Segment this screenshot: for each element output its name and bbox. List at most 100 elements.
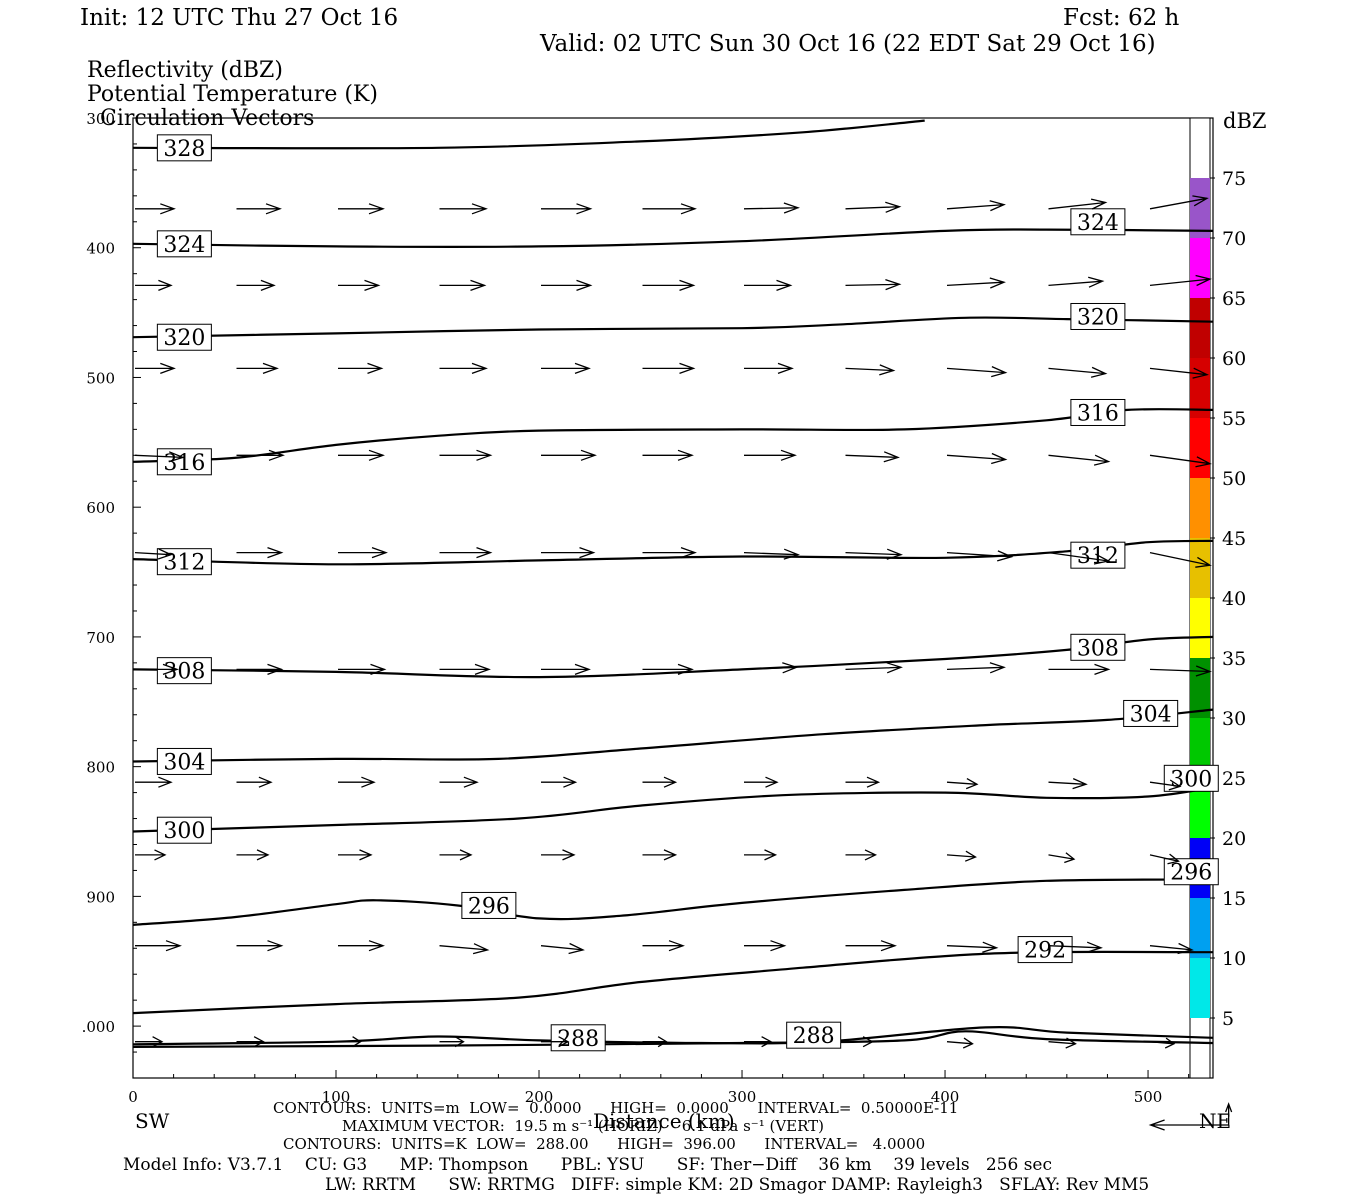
contour-label-box — [156, 747, 212, 775]
wind-vector — [845, 548, 903, 560]
colorbar-label: 45 — [1222, 528, 1246, 550]
wind-vector — [135, 362, 176, 375]
wind-vector — [743, 662, 799, 674]
contour-label-box — [1017, 936, 1073, 964]
field-label-reflectivity: Reflectivity (dBZ) — [87, 58, 283, 83]
wind-vector — [338, 1036, 362, 1048]
contour-label: 316 — [1077, 401, 1119, 426]
wind-vector — [135, 663, 179, 676]
wind-vector — [642, 849, 678, 861]
wind-vector — [439, 203, 488, 215]
reference-vector-vertical-head — [1225, 1102, 1233, 1113]
theta-contour-308 — [132, 635, 1214, 679]
colorbar-label: 50 — [1222, 468, 1246, 490]
wind-vector — [744, 449, 797, 461]
contour-label-box — [156, 134, 212, 162]
colorbar-bin-65 — [1190, 238, 1210, 298]
theta-contour-328 — [132, 119, 925, 150]
contour-label: 328 — [163, 137, 205, 162]
x-tick-label: 400 — [931, 1088, 960, 1106]
wind-vector — [338, 279, 381, 292]
wind-vector — [946, 662, 1006, 674]
colorbar: 75 70 65 60 55 50 45 40 35 30 25 20 15 10 5 — [1189, 117, 1246, 1079]
plot-frame — [132, 117, 1214, 1079]
wind-vector — [744, 362, 794, 375]
theta-contour-324 — [132, 228, 1214, 249]
wind-vector — [1149, 853, 1180, 865]
wind-vector — [1149, 195, 1209, 210]
wind-vector — [946, 277, 1006, 289]
y-tick-label: 900 — [86, 888, 115, 906]
wind-vector — [541, 849, 576, 861]
wind-vector — [236, 449, 285, 461]
colorbar-label: 35 — [1222, 648, 1246, 670]
theta-contour-316 — [132, 408, 1214, 463]
wind-vector — [236, 776, 273, 788]
wind-vector — [236, 362, 279, 375]
contour-label-box — [786, 1021, 842, 1049]
reference-vector — [1148, 1119, 1229, 1131]
contour-label-box — [1123, 699, 1179, 727]
wind-vector — [1048, 663, 1111, 676]
contour-label: 304 — [163, 750, 205, 775]
wind-vector — [744, 849, 778, 861]
contour-label-box — [156, 657, 212, 685]
contour-label: 308 — [1077, 636, 1119, 661]
wind-vector — [642, 449, 694, 461]
contour-label-box — [1070, 208, 1126, 236]
wind-vector — [946, 850, 977, 862]
contour-label: 324 — [1077, 211, 1119, 236]
wind-vector — [743, 202, 800, 214]
wind-vector — [236, 940, 284, 952]
wind-vector — [439, 1036, 465, 1048]
wind-vector — [1149, 779, 1182, 791]
wind-vector — [845, 662, 903, 674]
wind-vector — [135, 849, 167, 861]
wind-vector — [1048, 454, 1111, 466]
wind-vector — [845, 201, 902, 213]
wind-vector — [642, 776, 678, 788]
colorbar-bin-40 — [1190, 538, 1210, 598]
wind-vector — [439, 449, 493, 461]
theta-contour-unlabeled — [132, 1030, 1214, 1048]
colorbar-label: 30 — [1222, 708, 1246, 730]
footer-contours-m: CONTOURS: UNITS=m LOW= 0.0000 HIGH= 0.00… — [273, 1099, 958, 1117]
endpoint-left: SW — [135, 1109, 170, 1133]
y-tick-label: 600 — [86, 499, 115, 517]
wind-vector — [1149, 367, 1209, 379]
x-tick-label: 100 — [322, 1088, 351, 1106]
x-tick-label: 300 — [728, 1088, 757, 1106]
wind-vector — [1149, 274, 1212, 287]
colorbar-label: 20 — [1222, 828, 1246, 850]
colorbar-bin-60 — [1190, 298, 1210, 358]
wind-vector — [744, 1036, 773, 1048]
wind-vector — [642, 279, 696, 292]
footer-model-info: Model Info: V3.7.1 CU: G3 MP: Thompson P… — [123, 1155, 1052, 1175]
y-tick-label: 700 — [86, 629, 115, 647]
wind-vector — [744, 279, 793, 292]
wind-vector — [1149, 665, 1212, 677]
contour-label: 312 — [1077, 544, 1119, 569]
colorbar-bin-45 — [1190, 478, 1210, 538]
colorbar-label: 5 — [1222, 1008, 1234, 1030]
wind-vector — [642, 940, 685, 952]
wind-vector — [338, 849, 373, 861]
wind-vector — [1149, 551, 1212, 568]
wind-vector — [439, 849, 473, 861]
wind-vector — [1048, 1037, 1077, 1049]
footer-physics: LW: RRTM SW: RRTMG DIFF: simple KM: 2D S… — [325, 1175, 1149, 1195]
field-label-theta: Potential Temperature (K) — [87, 82, 378, 107]
wind-vector — [135, 1036, 164, 1048]
wind-vector — [338, 940, 385, 952]
wind-vector — [946, 452, 1008, 465]
valid-time: Valid: 02 UTC Sun 30 Oct 16 (22 EDT Sat … — [539, 31, 1156, 57]
contour-label: 316 — [163, 451, 205, 476]
colorbar-unit: dBZ — [1223, 109, 1266, 133]
contour-label: 320 — [163, 326, 205, 351]
colorbar-bin-5 — [1190, 958, 1210, 1018]
contour-label: 300 — [163, 819, 205, 844]
colorbar-bin-35 — [1190, 598, 1210, 658]
theta-contour-304 — [132, 708, 1214, 763]
wind-vector — [541, 203, 593, 215]
